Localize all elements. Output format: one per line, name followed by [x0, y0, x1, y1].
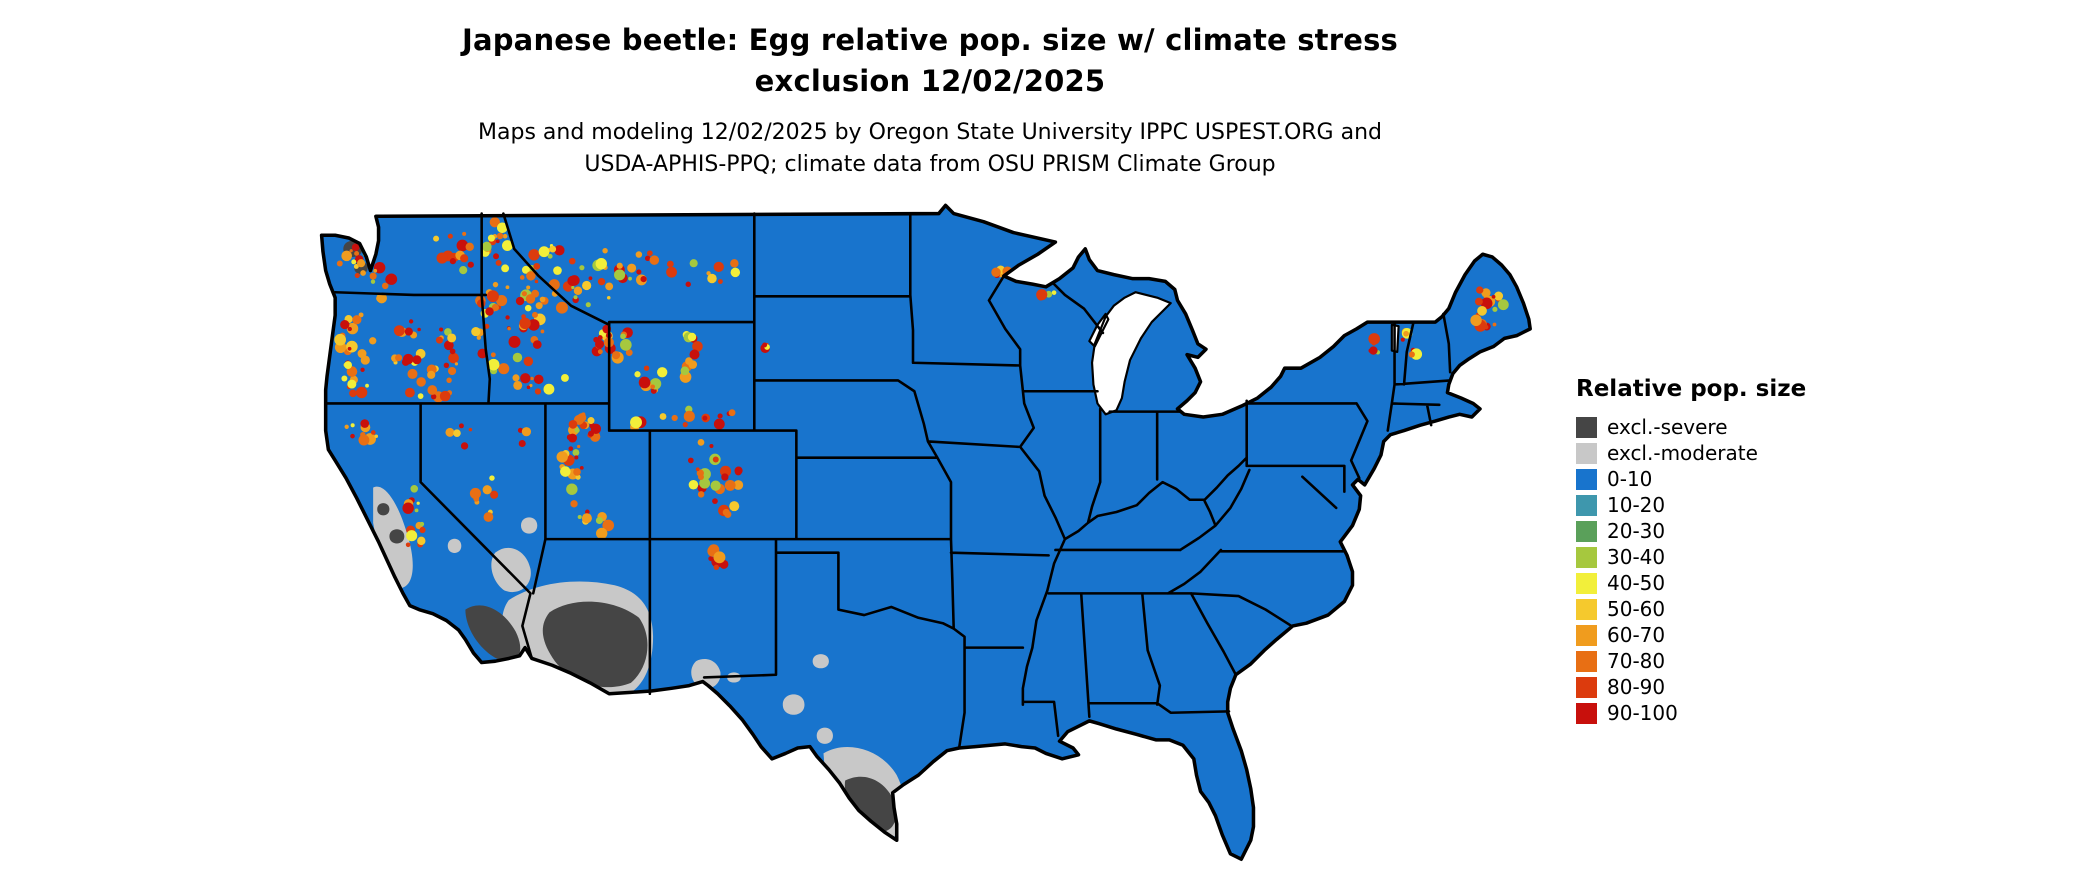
legend-item-label: 70-80	[1607, 649, 1666, 673]
legend-swatch	[1576, 546, 1597, 568]
legend-swatch	[1576, 598, 1597, 620]
legend-item-label: 20-30	[1607, 519, 1666, 543]
legend: Relative pop. size excl.-severe excl.-mod…	[1576, 376, 1806, 726]
legend-item: excl.-moderate	[1576, 440, 1806, 466]
state-borders	[325, 212, 1452, 750]
legend-item-label: 60-70	[1607, 623, 1666, 647]
legend-item: 90-100	[1576, 700, 1806, 726]
legend-item-label: 50-60	[1607, 597, 1666, 621]
page-title: Japanese beetle: Egg relative pop. size …	[0, 20, 1860, 101]
legend-item: excl.-severe	[1576, 414, 1806, 440]
legend-item: 30-40	[1576, 544, 1806, 570]
page-subtitle-line2: USDA-APHIS-PPQ; climate data from OSU PR…	[584, 152, 1276, 178]
legend-item: 70-80	[1576, 648, 1806, 674]
legend-swatch	[1576, 702, 1597, 724]
legend-swatch	[1576, 650, 1597, 672]
legend-item-label: 80-90	[1607, 675, 1666, 699]
page-subtitle-line1: Maps and modeling 12/02/2025 by Oregon S…	[478, 120, 1382, 146]
legend-item: 0-10	[1576, 466, 1806, 492]
legend-swatch	[1576, 572, 1597, 594]
national-border	[319, 203, 1532, 861]
legend-item: 60-70	[1576, 622, 1806, 648]
legend-swatch	[1576, 442, 1597, 464]
legend-item: 10-20	[1576, 492, 1806, 518]
legend-item-label: 0-10	[1607, 467, 1653, 491]
hotspot-speckles	[334, 217, 1509, 571]
legend-item-label: excl.-severe	[1607, 415, 1728, 439]
legend-item-label: 40-50	[1607, 571, 1666, 595]
legend-item: 20-30	[1576, 518, 1806, 544]
legend-swatch	[1576, 676, 1597, 698]
figure-header: Japanese beetle: Egg relative pop. size …	[0, 20, 1860, 181]
legend-item-label: excl.-moderate	[1607, 441, 1758, 465]
legend-item-label: 90-100	[1607, 701, 1678, 725]
legend-swatch	[1576, 520, 1597, 542]
legend-title: Relative pop. size	[1576, 376, 1807, 402]
legend-item-label: 30-40	[1607, 545, 1666, 569]
us-map	[319, 203, 1532, 861]
page-title-line1: Japanese beetle: Egg relative pop. size …	[461, 23, 1399, 57]
legend-item: 80-90	[1576, 674, 1806, 700]
legend-swatch	[1576, 468, 1597, 490]
legend-swatch	[1576, 416, 1597, 438]
legend-rows: excl.-severe excl.-moderate 0-10 10-20 20-30…	[1576, 414, 1806, 726]
legend-swatch	[1576, 624, 1597, 646]
legend-item: 50-60	[1576, 596, 1806, 622]
page-title-line2: exclusion 12/02/2025	[754, 63, 1106, 98]
page-subtitle: Maps and modeling 12/02/2025 by Oregon S…	[0, 117, 1860, 181]
legend-swatch	[1576, 494, 1597, 516]
legend-item-label: 10-20	[1607, 493, 1666, 517]
legend-item: 40-50	[1576, 570, 1806, 596]
